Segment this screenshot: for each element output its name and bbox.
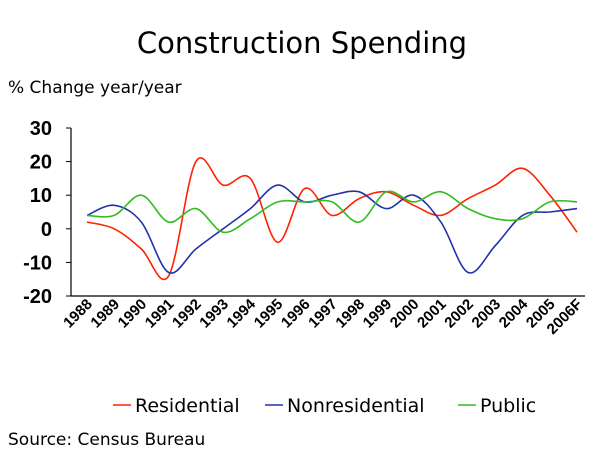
x-tick-label: 1994 — [224, 295, 260, 331]
x-tick-label: 1999 — [360, 296, 396, 332]
series-line-residential — [86, 157, 578, 280]
y-axis-ticks: 30 20 10 0 -10 -20 — [23, 118, 71, 308]
legend-label-residential: Residential — [135, 395, 240, 417]
x-tick-label: 1992 — [169, 296, 205, 332]
legend: Residential Nonresidential Public — [113, 395, 536, 417]
x-axis-ticks: 1988198919901991199219931994199519961997… — [60, 295, 586, 338]
x-tick-label: 1995 — [251, 296, 287, 332]
axes — [70, 128, 585, 297]
x-tick-label: 1998 — [332, 296, 368, 332]
series-line-nonresidential — [86, 184, 578, 274]
x-tick-label: 1997 — [305, 296, 341, 332]
x-tick-label: 2001 — [414, 296, 450, 332]
y-tick-label: 0 — [41, 219, 52, 241]
legend-label-nonresidential: Nonresidential — [287, 395, 425, 417]
y-tick-label: -10 — [23, 252, 52, 274]
x-tick-label: 1996 — [278, 296, 314, 332]
x-tick-label: 1991 — [142, 296, 178, 332]
x-tick-label: 2003 — [469, 296, 505, 332]
x-tick-label: 2002 — [441, 296, 477, 332]
x-tick-label: 2004 — [496, 295, 532, 331]
x-tick-label: 1988 — [60, 296, 96, 332]
y-tick-label: -20 — [23, 286, 52, 308]
x-tick-label: 1990 — [115, 296, 151, 332]
y-tick-label: 10 — [30, 185, 52, 207]
y-axis-label: % Change year/year — [8, 78, 182, 98]
x-tick-label: 1989 — [87, 296, 123, 332]
series-line-public — [86, 190, 578, 234]
x-tick-label: 1993 — [196, 296, 232, 332]
series-lines — [86, 157, 578, 280]
chart-title: Construction Spending — [137, 26, 467, 60]
source-note: Source: Census Bureau — [8, 430, 205, 450]
y-tick-label: 20 — [30, 152, 52, 174]
x-tick-label: 2000 — [387, 296, 423, 332]
legend-label-public: Public — [480, 395, 536, 417]
y-tick-label: 30 — [30, 118, 52, 140]
